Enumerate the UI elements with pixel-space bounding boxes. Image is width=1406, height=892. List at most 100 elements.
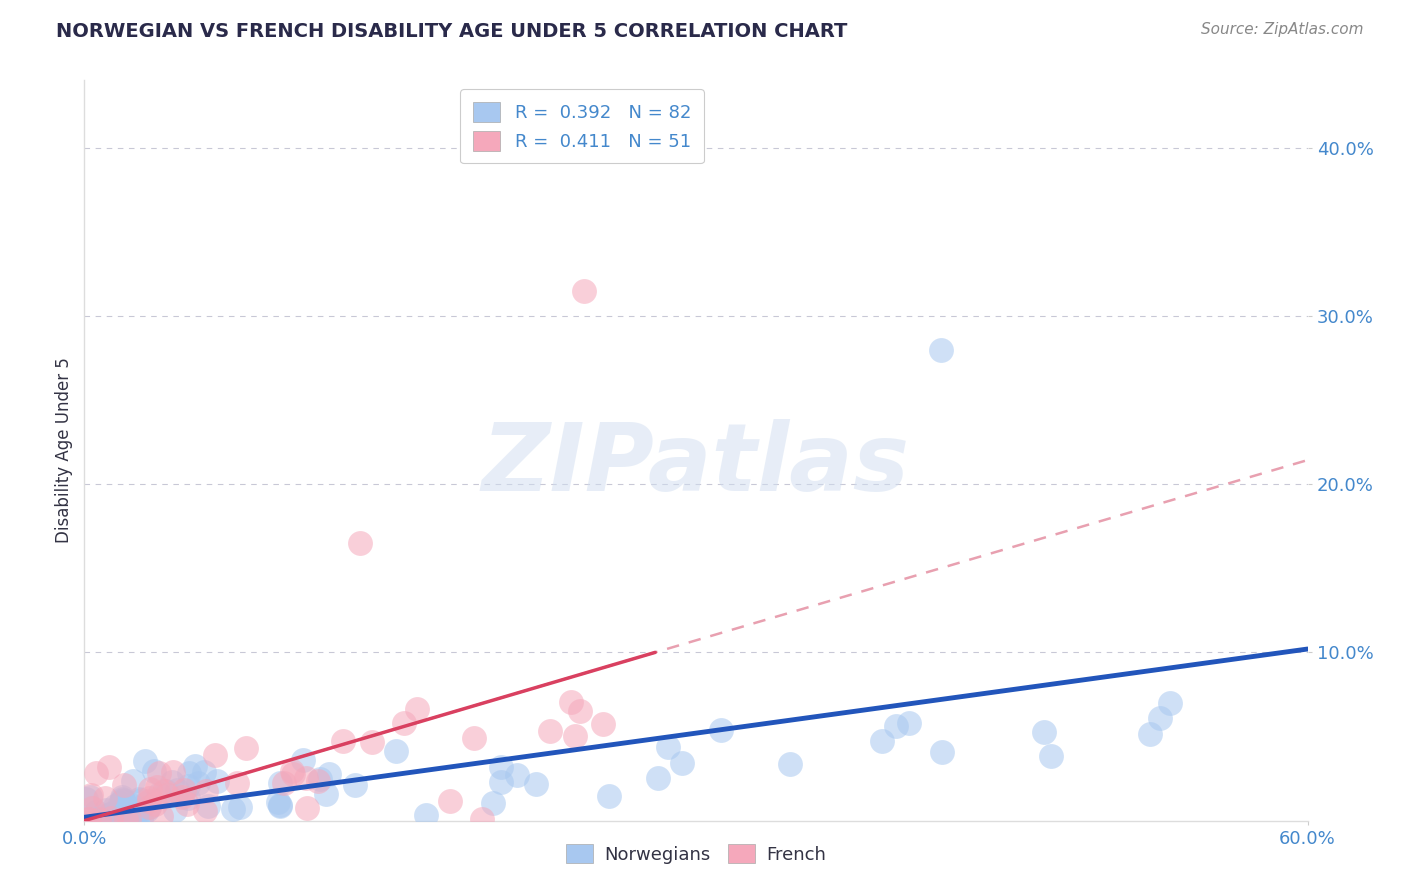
Point — [112, 793, 135, 807]
Point — [269, 776, 291, 790]
Point — [166, 782, 188, 797]
Point — [560, 695, 582, 709]
Point — [149, 809, 172, 823]
Point — [204, 747, 226, 762]
Point — [156, 788, 179, 802]
Point — [1159, 696, 1181, 710]
Point — [489, 760, 512, 774]
Point — [122, 806, 145, 821]
Point — [138, 800, 160, 814]
Point — [1033, 724, 1056, 739]
Point — [110, 791, 132, 805]
Point — [138, 790, 160, 805]
Point — [100, 812, 122, 826]
Point — [84, 766, 107, 780]
Point — [872, 733, 894, 747]
Point — [162, 765, 184, 780]
Point — [177, 779, 200, 793]
Point — [77, 812, 100, 826]
Point — [439, 795, 461, 809]
Point — [79, 812, 101, 826]
Point — [229, 800, 252, 814]
Legend: Norwegians, French: Norwegians, French — [558, 837, 834, 871]
Point — [592, 716, 614, 731]
Point — [127, 812, 149, 826]
Point — [170, 790, 193, 805]
Point — [129, 812, 152, 826]
Point — [281, 767, 304, 781]
Point — [128, 792, 150, 806]
Text: NORWEGIAN VS FRENCH DISABILITY AGE UNDER 5 CORRELATION CHART: NORWEGIAN VS FRENCH DISABILITY AGE UNDER… — [56, 22, 848, 41]
Point — [898, 716, 921, 731]
Point — [572, 284, 595, 298]
Point — [779, 757, 801, 772]
Point — [111, 793, 134, 807]
Point — [117, 800, 139, 814]
Point — [318, 767, 340, 781]
Point — [125, 810, 148, 824]
Point — [122, 774, 145, 789]
Point — [136, 803, 159, 817]
Point — [489, 774, 512, 789]
Point — [177, 791, 200, 805]
Point — [117, 802, 139, 816]
Point — [112, 778, 135, 792]
Point — [98, 806, 121, 821]
Point — [129, 793, 152, 807]
Point — [384, 744, 406, 758]
Point — [160, 775, 183, 789]
Point — [297, 801, 319, 815]
Point — [564, 729, 586, 743]
Point — [101, 806, 124, 821]
Point — [1139, 727, 1161, 741]
Point — [657, 739, 679, 754]
Point — [415, 808, 437, 822]
Point — [406, 702, 429, 716]
Point — [120, 798, 142, 813]
Point — [91, 812, 114, 826]
Point — [392, 716, 415, 731]
Point — [226, 776, 249, 790]
Point — [481, 796, 503, 810]
Point — [82, 801, 104, 815]
Point — [143, 797, 166, 812]
Point — [93, 809, 115, 823]
Point — [148, 787, 170, 801]
Point — [463, 731, 485, 745]
Point — [89, 812, 111, 826]
Point — [281, 764, 304, 778]
Point — [142, 764, 165, 778]
Point — [884, 719, 907, 733]
Point — [138, 800, 160, 814]
Point — [80, 788, 103, 802]
Point — [117, 812, 139, 826]
Text: ZIPatlas: ZIPatlas — [482, 419, 910, 511]
Point — [205, 774, 228, 789]
Point — [138, 794, 160, 808]
Point — [222, 802, 245, 816]
Point — [195, 783, 218, 797]
Point — [173, 783, 195, 797]
Point — [197, 798, 219, 813]
Point — [295, 772, 318, 786]
Point — [94, 803, 117, 817]
Point — [1040, 748, 1063, 763]
Point — [76, 812, 98, 826]
Point — [100, 811, 122, 825]
Point — [84, 805, 107, 820]
Point — [97, 759, 120, 773]
Point — [343, 778, 366, 792]
Point — [471, 812, 494, 826]
Point — [179, 765, 201, 780]
Point — [309, 772, 332, 786]
Text: Source: ZipAtlas.com: Source: ZipAtlas.com — [1201, 22, 1364, 37]
Point — [929, 343, 952, 357]
Point — [647, 771, 669, 785]
Point — [315, 787, 337, 801]
Point — [931, 745, 953, 759]
Point — [235, 740, 257, 755]
Point — [361, 734, 384, 748]
Point — [269, 797, 291, 812]
Point — [163, 803, 186, 817]
Point — [266, 795, 288, 809]
